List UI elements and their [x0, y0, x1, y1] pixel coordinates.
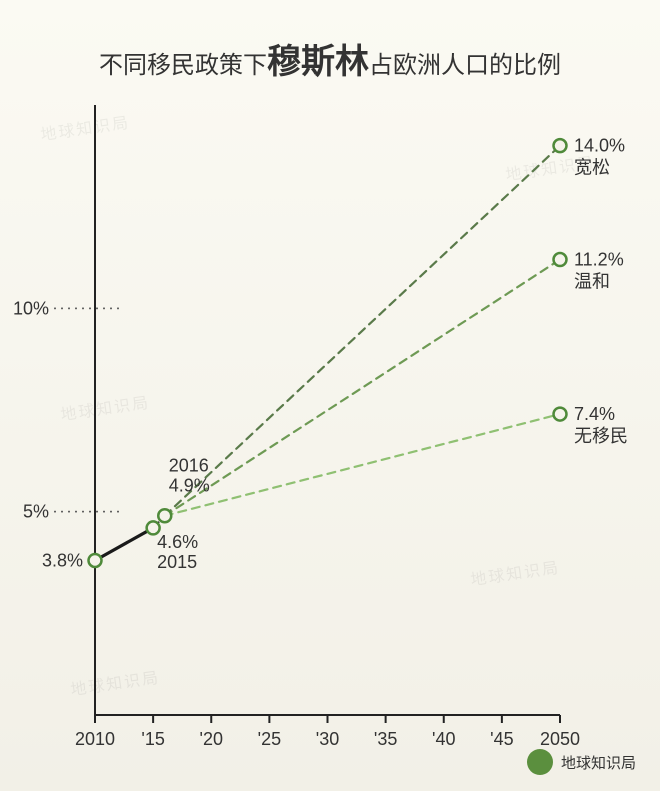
historical-marker [158, 509, 171, 522]
historical-point-label: 3.8% [42, 550, 83, 570]
projection-end-label: 14.0% [574, 136, 625, 156]
y-ref-dot [54, 511, 56, 513]
historical-marker [89, 554, 102, 567]
chart: 2010 '15 '20 '25 '30 '35 '40 '45 2050 5% 10% 14.0%宽… [0, 0, 660, 791]
x-tick-label: '45 [490, 729, 513, 749]
y-ref-dot [54, 307, 56, 309]
projection-line [165, 414, 560, 516]
y-ref-dot [75, 511, 77, 513]
chart-svg: 2010 '15 '20 '25 '30 '35 '40 '45 2050 5% 10% 14.0%宽… [0, 0, 660, 791]
footer-logo-icon [527, 749, 553, 775]
projection-marker [554, 408, 567, 421]
y-ref-dot [82, 307, 84, 309]
y-ref-dot [96, 511, 98, 513]
projection-line [165, 260, 560, 516]
footer-text: 地球知识局 [561, 752, 636, 773]
x-tick-label: 2010 [75, 729, 115, 749]
projection-end-label: 宽松 [574, 158, 610, 178]
y-ref-dot [75, 307, 77, 309]
y-ref-dot [89, 307, 91, 309]
y-ref-dot [103, 511, 105, 513]
projection-end-label: 温和 [574, 272, 610, 292]
historical-point-label: 2015 [157, 552, 197, 572]
x-tick-label: 2050 [540, 729, 580, 749]
y-ref-dot [68, 307, 70, 309]
x-tick-label: '40 [432, 729, 455, 749]
y-ref-dot [110, 307, 112, 309]
historical-point-label: 4.6% [157, 532, 198, 552]
projection-marker [554, 253, 567, 266]
x-tick-label: '30 [316, 729, 339, 749]
x-tick-label: '25 [258, 729, 281, 749]
y-ref-label: 5% [23, 502, 49, 522]
y-ref-dot [117, 511, 119, 513]
y-ref-dot [61, 511, 63, 513]
historical-point-label: 4.9% [169, 476, 210, 496]
y-ref-dot [68, 511, 70, 513]
y-ref-label: 10% [13, 298, 49, 318]
x-tick-label: '15 [141, 729, 164, 749]
historical-point-label: 2016 [169, 456, 209, 476]
y-ref-dot [61, 307, 63, 309]
x-tick-label: '35 [374, 729, 397, 749]
projection-end-label: 11.2% [574, 250, 624, 270]
historical-line [95, 528, 153, 561]
y-ref-dot [110, 511, 112, 513]
x-tick-label: '20 [200, 729, 223, 749]
y-ref-dot [96, 307, 98, 309]
projection-end-label: 无移民 [574, 426, 628, 446]
y-ref-dot [89, 511, 91, 513]
projection-end-label: 7.4% [574, 404, 615, 424]
projection-line [165, 146, 560, 516]
footer-credit: 地球知识局 [527, 749, 636, 775]
projection-marker [554, 139, 567, 152]
y-ref-dot [103, 307, 105, 309]
y-ref-dot [117, 307, 119, 309]
y-ref-dot [82, 511, 84, 513]
